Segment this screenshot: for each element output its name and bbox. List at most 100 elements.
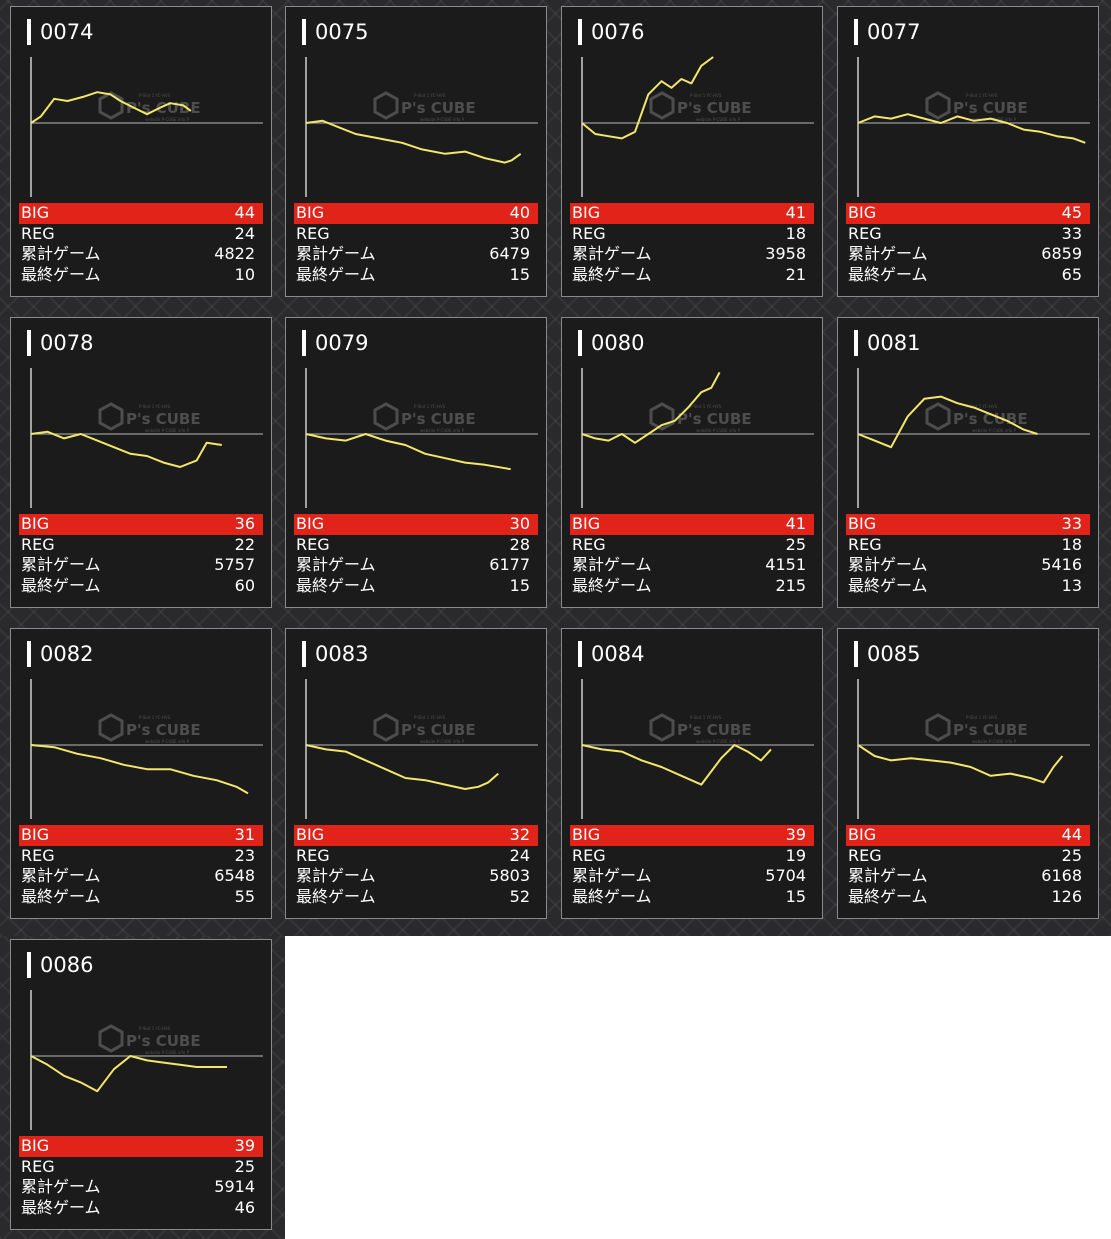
stats-table: BIG 39 REG 25 累計ゲーム 5914 最終ゲーム 46 — [19, 1136, 263, 1218]
watermark-brand: P's CUBE — [126, 410, 201, 428]
machine-card-0077[interactable]: 0077 P's CUBE P-Slot 1 YC-HVS website P-CU… — [837, 6, 1099, 297]
last-game-row: 最終ゲーム 15 — [294, 576, 538, 597]
machine-card-0075[interactable]: 0075 P's CUBE P-Slot 1 YC-HVS website P-CU… — [285, 6, 547, 297]
cube-icon — [649, 713, 675, 742]
machine-number: 0075 — [315, 20, 369, 44]
header-accent-bar — [854, 330, 858, 356]
machine-card-0086[interactable]: 0086 P's CUBE P-Slot 1 YC-HVS website P-CU… — [10, 939, 272, 1230]
last-game-row: 最終ゲーム 46 — [19, 1198, 263, 1219]
total-games-value: 5416 — [1041, 555, 1082, 574]
slump-line-0086 — [30, 1055, 227, 1093]
last-game-value: 215 — [775, 575, 806, 595]
card-header: 0077 — [854, 17, 920, 47]
stats-table: BIG 36 REG 22 累計ゲーム 5757 最終ゲーム 60 — [19, 514, 263, 596]
last-game-row: 最終ゲーム 126 — [846, 887, 1090, 908]
total-games-value: 6548 — [214, 866, 255, 885]
big-label: BIG — [572, 825, 601, 844]
watermark-caption: P-Slot 1 YC-HVS — [414, 93, 446, 98]
cube-icon — [649, 91, 675, 120]
big-count: 36 — [234, 514, 255, 533]
watermark-brand: P's CUBE — [953, 410, 1028, 428]
watermark-brand: P's CUBE — [126, 1032, 201, 1050]
watermark-subcaption: website P-CUBE info P — [145, 739, 190, 744]
big-row: BIG 40 — [294, 203, 538, 224]
reg-label: REG — [572, 845, 606, 865]
last-game-row: 最終ゲーム 10 — [19, 265, 263, 286]
reg-row: REG 25 — [570, 535, 814, 556]
machine-number: 0086 — [40, 953, 94, 977]
big-count: 45 — [1061, 203, 1082, 222]
reg-label: REG — [21, 845, 55, 865]
reg-count: 24 — [234, 223, 255, 243]
machine-number: 0079 — [315, 331, 369, 355]
big-count: 41 — [785, 203, 806, 222]
machine-card-0082[interactable]: 0082 P's CUBE P-Slot 1 YC-HVS website P-CU… — [10, 628, 272, 919]
watermark-subcaption: website P-CUBE info P — [145, 117, 190, 122]
watermark-caption: P-Slot 1 YC-HVS — [139, 93, 171, 98]
reg-row: REG 24 — [19, 224, 263, 245]
watermark-caption: P-Slot 1 YC-HVS — [414, 715, 446, 720]
stats-table: BIG 40 REG 30 累計ゲーム 6479 最終ゲーム 15 — [294, 203, 538, 285]
machine-card-0083[interactable]: 0083 P's CUBE P-Slot 1 YC-HVS website P-CU… — [285, 628, 547, 919]
slump-line-0079 — [305, 433, 511, 471]
last-game-value: 126 — [1051, 886, 1082, 906]
header-accent-bar — [302, 330, 306, 356]
total-games-label: 累計ゲーム — [848, 555, 928, 574]
stats-table: BIG 31 REG 23 累計ゲーム 6548 最終ゲーム 55 — [19, 825, 263, 907]
card-header: 0085 — [854, 639, 920, 669]
big-row: BIG 44 — [846, 825, 1090, 846]
watermark-caption: P-Slot 1 YC-HVS — [139, 715, 171, 720]
reg-count: 23 — [234, 845, 255, 865]
slump-line-0075 — [305, 119, 522, 164]
machine-card-0078[interactable]: 0078 P's CUBE P-Slot 1 YC-HVS website P-CU… — [10, 317, 272, 608]
reg-row: REG 22 — [19, 535, 263, 556]
machine-card-0074[interactable]: 0074 P's CUBE P-Slot 1 YC-HVS website P-CU… — [10, 6, 272, 297]
card-header: 0080 — [578, 328, 644, 358]
total-games-label: 累計ゲーム — [21, 1177, 101, 1196]
watermark-subcaption: website P-CUBE info P — [972, 428, 1017, 433]
reg-count: 18 — [1061, 534, 1082, 554]
reg-count: 25 — [234, 1156, 255, 1176]
machine-card-0081[interactable]: 0081 P's CUBE P-Slot 1 YC-HVS website P-CU… — [837, 317, 1099, 608]
card-header: 0081 — [854, 328, 920, 358]
total-games-label: 累計ゲーム — [21, 866, 101, 885]
big-row: BIG 33 — [846, 514, 1090, 535]
last-game-label: 最終ゲーム — [21, 1197, 101, 1217]
watermark-caption: P-Slot 1 YC-HVS — [139, 404, 171, 409]
reg-count: 28 — [509, 534, 530, 554]
last-game-value: 46 — [234, 1197, 255, 1217]
reg-row: REG 30 — [294, 224, 538, 245]
header-accent-bar — [27, 641, 31, 667]
last-game-label: 最終ゲーム — [848, 886, 928, 906]
big-row: BIG 36 — [19, 514, 263, 535]
machine-card-0080[interactable]: 0080 P's CUBE P-Slot 1 YC-HVS website P-CU… — [561, 317, 823, 608]
machine-card-0085[interactable]: 0085 P's CUBE P-Slot 1 YC-HVS website P-CU… — [837, 628, 1099, 919]
machine-number: 0076 — [591, 20, 645, 44]
machine-card-0079[interactable]: 0079 P's CUBE P-Slot 1 YC-HVS website P-CU… — [285, 317, 547, 608]
big-label: BIG — [21, 203, 50, 222]
reg-label: REG — [296, 223, 330, 243]
total-games-label: 累計ゲーム — [21, 244, 101, 263]
last-game-value: 15 — [509, 264, 530, 284]
last-game-label: 最終ゲーム — [21, 886, 101, 906]
slump-line-0074 — [30, 91, 192, 124]
reg-label: REG — [296, 845, 330, 865]
card-header: 0083 — [302, 639, 368, 669]
watermark-brand: P's CUBE — [401, 410, 476, 428]
watermark-brand: P's CUBE — [677, 721, 752, 739]
stats-table: BIG 44 REG 25 累計ゲーム 6168 最終ゲーム 126 — [846, 825, 1090, 907]
cube-icon — [373, 91, 399, 120]
machine-card-0076[interactable]: 0076 P's CUBE P-Slot 1 YC-HVS website P-CU… — [561, 6, 823, 297]
last-game-row: 最終ゲーム 21 — [570, 265, 814, 286]
machine-card-0084[interactable]: 0084 P's CUBE P-Slot 1 YC-HVS website P-CU… — [561, 628, 823, 919]
machine-number: 0074 — [40, 20, 94, 44]
card-header: 0086 — [27, 950, 93, 980]
last-game-value: 15 — [785, 886, 806, 906]
total-games-label: 累計ゲーム — [21, 555, 101, 574]
